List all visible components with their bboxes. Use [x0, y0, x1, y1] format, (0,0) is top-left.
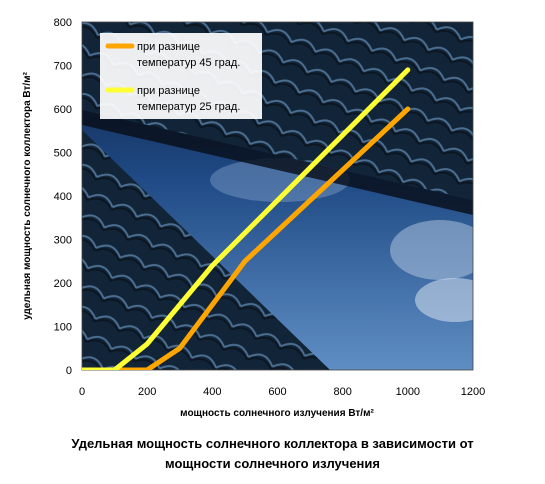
legend-label-2: температур 25 град.	[137, 101, 240, 113]
x-tick-label: 200	[138, 386, 156, 398]
legend-label-1: температур 45 град.	[137, 57, 240, 69]
plot-frame	[81, 21, 474, 371]
chart-svg: 0 100 200 300 400 500 600 700 800 0 200 400 600 800 1…	[22, 17, 485, 419]
chart-caption-line-1: Удельная мощность солнечного коллектора …	[71, 436, 474, 451]
y-tick-labels: 0 100 200 300 400 500 600 700 800	[54, 17, 72, 377]
legend-label-2: при разнице	[137, 85, 200, 97]
y-tick-label: 400	[54, 191, 72, 203]
x-axis-label: мощность солнечного излучения Вт/м²	[180, 408, 374, 419]
x-tick-label: 1200	[461, 386, 485, 398]
y-axis-label: удельная мощность солнечного коллектора …	[22, 71, 33, 320]
series-line-2	[82, 67, 411, 370]
legend-label-1: при разнице	[137, 41, 200, 53]
y-tick-label: 200	[54, 278, 72, 290]
y-tick-label: 300	[54, 235, 72, 247]
x-tick-labels: 0 200 400 600 800 1000 1200	[79, 386, 485, 398]
series-lines	[82, 67, 411, 370]
x-tick-label: 400	[203, 386, 221, 398]
legend-items: при разнице температур 45 град. при разниц…	[105, 41, 240, 113]
y-tick-label: 800	[54, 17, 72, 29]
x-tick-label: 800	[333, 386, 351, 398]
y-tick-label: 500	[54, 148, 72, 160]
series-line-1	[82, 106, 411, 370]
legend: при разнице температур 45 град. при разниц…	[100, 33, 262, 119]
y-tick-label: 700	[54, 61, 72, 73]
y-tick-label: 100	[54, 322, 72, 334]
y-tick-label: 0	[66, 365, 72, 377]
x-tick-label: 1000	[396, 386, 420, 398]
x-tick-label: 600	[268, 386, 286, 398]
x-tick-label: 0	[79, 386, 85, 398]
chart-caption-line-2: мощности солнечного излучения	[165, 456, 380, 471]
y-tick-label: 600	[54, 104, 72, 116]
